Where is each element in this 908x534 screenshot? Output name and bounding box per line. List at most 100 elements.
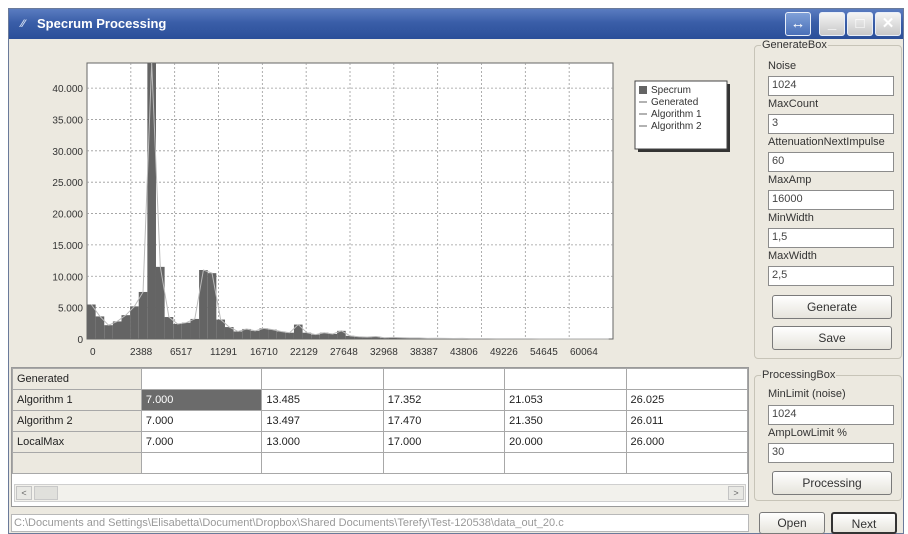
- grid-cell[interactable]: 13.497: [261, 410, 384, 432]
- grid-cell[interactable]: 26.000: [625, 431, 748, 453]
- app-window: ⁄⁄ Specrum Processing ↔ _ □ ✕ 0 5.000 10.0…: [8, 8, 904, 534]
- y-tick-label: 20.000: [52, 210, 83, 221]
- grid-cell[interactable]: 7.000: [140, 431, 263, 453]
- processing-button[interactable]: Processing: [772, 471, 892, 495]
- grid-cell[interactable]: 7.000: [140, 410, 263, 432]
- scroll-right-icon[interactable]: >: [728, 486, 744, 500]
- y-tick-label: 35.000: [52, 115, 83, 126]
- y-tick-label: 30.000: [52, 147, 83, 158]
- grid-cell[interactable]: [625, 452, 748, 474]
- spectrum-bar: [181, 322, 191, 339]
- grid-cell[interactable]: 17.470: [382, 410, 506, 432]
- spectrum-bar: [337, 330, 346, 339]
- grid-cell[interactable]: [261, 452, 384, 474]
- grid-cell[interactable]: 17.000: [382, 431, 506, 453]
- min-width-input[interactable]: 1,5: [768, 228, 894, 248]
- spectrum-bar: [173, 323, 182, 339]
- max-width-label: MaxWidth: [768, 250, 817, 262]
- grid-cell[interactable]: 17.352: [382, 389, 506, 411]
- spectrum-chart-panel: 0 5.000 10.000 15.000 20.000 25.000 30.000 35.0…: [11, 41, 749, 366]
- row-header[interactable]: Algorithm 2: [12, 410, 142, 432]
- grid-cell[interactable]: [382, 368, 506, 390]
- grid-cell[interactable]: [261, 368, 384, 390]
- grid-cell[interactable]: 20.000: [504, 431, 627, 453]
- table-row[interactable]: Generated: [12, 368, 748, 390]
- spectrum-bar: [147, 63, 156, 339]
- title-bar[interactable]: ⁄⁄ Specrum Processing ↔ _ □ ✕: [9, 9, 903, 39]
- results-grid[interactable]: Generated Algorithm 1 7.000 13.485 17.352 21.…: [11, 367, 749, 507]
- row-header[interactable]: [12, 452, 142, 474]
- grid-cell[interactable]: 13.000: [261, 431, 384, 453]
- spectrum-bar: [345, 335, 355, 339]
- max-count-label: MaxCount: [768, 98, 819, 110]
- spectrum-bar: [199, 270, 208, 339]
- next-button[interactable]: Next: [831, 512, 897, 534]
- amp-low-limit-label: AmpLowLimit %: [768, 427, 847, 439]
- scroll-left-icon[interactable]: <: [16, 486, 32, 500]
- y-tick-label: 0: [77, 335, 83, 346]
- grid-cell[interactable]: 13.485: [261, 389, 384, 411]
- spectrum-bar: [354, 336, 363, 339]
- grid-cell[interactable]: 7.000: [140, 389, 263, 411]
- legend-entry: Generated: [651, 97, 698, 108]
- close-icon[interactable]: ✕: [875, 12, 901, 36]
- table-row[interactable]: Algorithm 2 7.000 13.497 17.470 21.350 26.011: [12, 410, 748, 432]
- min-limit-input[interactable]: 1024: [768, 405, 894, 425]
- max-count-input[interactable]: 3: [768, 114, 894, 134]
- grid-cell[interactable]: 26.025: [625, 389, 748, 411]
- x-tick-label: 6517: [170, 347, 193, 358]
- table-row[interactable]: [12, 452, 748, 474]
- save-button[interactable]: Save: [772, 326, 892, 350]
- minimize-icon[interactable]: _: [819, 12, 845, 36]
- table-row[interactable]: LocalMax 7.000 13.000 17.000 20.000 26.000: [12, 431, 748, 453]
- spectrum-bar: [371, 336, 381, 339]
- max-amp-label: MaxAmp: [768, 174, 812, 186]
- row-header[interactable]: Algorithm 1: [12, 389, 142, 411]
- grid-cell[interactable]: [504, 452, 627, 474]
- spectrum-bar: [190, 318, 200, 339]
- processing-box-legend: ProcessingBox: [762, 369, 836, 381]
- spectrum-chart: 0 5.000 10.000 15.000 20.000 25.000 30.000 35.0…: [52, 62, 730, 358]
- grid-cell[interactable]: 21.053: [504, 389, 627, 411]
- x-tick-label: 16710: [250, 347, 278, 358]
- x-tick-label: 60064: [570, 347, 598, 358]
- spectrum-bar: [242, 328, 251, 339]
- grid-cell[interactable]: [140, 452, 263, 474]
- generate-button[interactable]: Generate: [772, 295, 892, 319]
- x-tick-label: 43806: [450, 347, 478, 358]
- spectrum-bar: [259, 328, 269, 339]
- y-tick-label: 40.000: [52, 84, 83, 95]
- restore-arrows-icon[interactable]: ↔: [785, 12, 811, 36]
- app-icon: ⁄⁄: [21, 18, 25, 30]
- legend-box: [634, 80, 728, 150]
- max-width-input[interactable]: 2,5: [768, 266, 894, 286]
- grid-cell[interactable]: [504, 368, 627, 390]
- x-tick-label: 27648: [330, 347, 358, 358]
- window-title: Specrum Processing: [37, 16, 167, 31]
- min-width-label: MinWidth: [768, 212, 814, 224]
- row-header[interactable]: LocalMax: [12, 431, 142, 453]
- grid-cell[interactable]: 26.011: [625, 410, 748, 432]
- grid-cell[interactable]: [382, 452, 506, 474]
- attenuation-input[interactable]: 60: [768, 152, 894, 172]
- amp-low-limit-input[interactable]: 30: [768, 443, 894, 463]
- spectrum-bar: [319, 332, 329, 339]
- y-tick-label: 10.000: [52, 272, 83, 283]
- spectrum-bar: [293, 324, 303, 339]
- noise-input[interactable]: 1024: [768, 76, 894, 96]
- grid-cell[interactable]: [625, 368, 748, 390]
- spectrum-bar: [130, 306, 139, 339]
- generate-box-legend: GenerateBox: [762, 39, 827, 51]
- results-table[interactable]: Generated Algorithm 1 7.000 13.485 17.352 21.…: [12, 368, 748, 474]
- max-amp-input[interactable]: 16000: [768, 190, 894, 210]
- row-header[interactable]: Generated: [12, 368, 142, 390]
- scrollbar-thumb[interactable]: [34, 486, 58, 500]
- x-tick-label: 22129: [290, 347, 318, 358]
- open-button[interactable]: Open: [759, 512, 825, 534]
- maximize-icon[interactable]: □: [847, 12, 873, 36]
- grid-cell[interactable]: [140, 368, 263, 390]
- horizontal-scrollbar[interactable]: < >: [14, 484, 746, 502]
- spectrum-bar: [87, 304, 96, 339]
- grid-cell[interactable]: 21.350: [504, 410, 627, 432]
- table-row[interactable]: Algorithm 1 7.000 13.485 17.352 21.053 26.025: [12, 389, 748, 411]
